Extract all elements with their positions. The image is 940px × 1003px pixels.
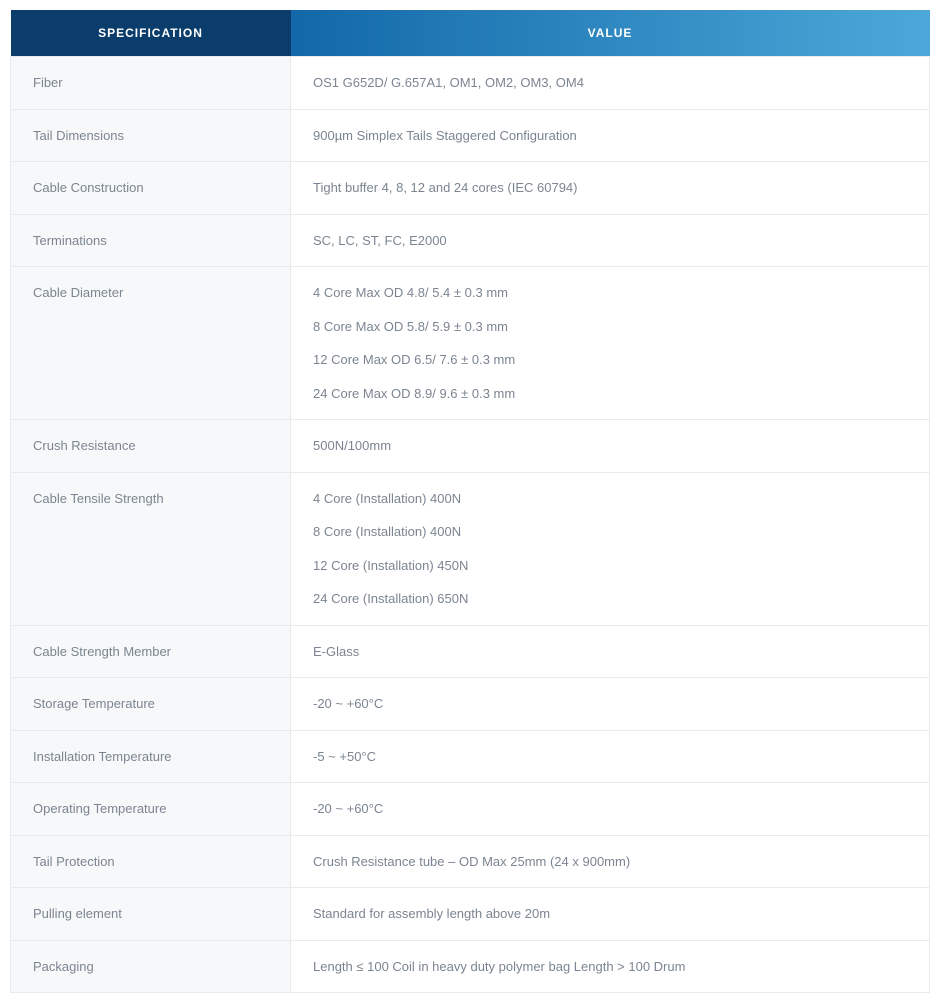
table-row: Cable Tensile Strength4 Core (Installati… (11, 472, 930, 625)
header-value: VALUE (291, 10, 930, 57)
table-row: Cable Diameter4 Core Max OD 4.8/ 5.4 ± 0… (11, 267, 930, 420)
table-row: Fiber OS1 G652D/ G.657A1, OM1, OM2, OM3, … (11, 57, 930, 110)
value-cell: -20 ~ +60°C (291, 783, 930, 836)
table-body: Fiber OS1 G652D/ G.657A1, OM1, OM2, OM3, … (11, 57, 930, 993)
table-row: Installation Temperature -5 ~ +50°C (11, 730, 930, 783)
value-cell: Length ≤ 100 Coil in heavy duty polymer … (291, 940, 930, 993)
table-row: Terminations SC, LC, ST, FC, E2000 (11, 214, 930, 267)
value-line: 24 Core Max OD 8.9/ 9.6 ± 0.3 mm (313, 384, 907, 404)
value-cell: 4 Core Max OD 4.8/ 5.4 ± 0.3 mm 8 Core Ma… (291, 267, 930, 420)
spec-cell: Terminations (11, 214, 291, 267)
value-line: Standard for assembly length above 20m (313, 904, 907, 924)
table-row: Tail Dimensions 900µm Simplex Tails Stagg… (11, 109, 930, 162)
value-line: 4 Core Max OD 4.8/ 5.4 ± 0.3 mm (313, 283, 907, 303)
value-line: 500N/100mm (313, 436, 907, 456)
table-row: Crush Resistance 500N/100mm (11, 420, 930, 473)
spec-cell: Packaging (11, 940, 291, 993)
value-line: 12 Core (Installation) 450N (313, 556, 907, 576)
value-line: 24 Core (Installation) 650N (313, 589, 907, 609)
value-line: Length ≤ 100 Coil in heavy duty polymer … (313, 957, 907, 977)
value-line: E-Glass (313, 642, 907, 662)
table-row: Cable Construction Tight buffer 4, 8, 12 … (11, 162, 930, 215)
value-line: 900µm Simplex Tails Staggered Configurat… (313, 126, 907, 146)
value-line: -20 ~ +60°C (313, 694, 907, 714)
table-row: Operating Temperature -20 ~ +60°C (11, 783, 930, 836)
spec-cell: Storage Temperature (11, 678, 291, 731)
table-row: Tail Protection Crush Resistance tube – O… (11, 835, 930, 888)
value-line: Crush Resistance tube – OD Max 25mm (24 … (313, 852, 907, 872)
spec-cell: Cable Tensile Strength (11, 472, 291, 625)
value-cell: Tight buffer 4, 8, 12 and 24 cores (IEC … (291, 162, 930, 215)
value-cell: OS1 G652D/ G.657A1, OM1, OM2, OM3, OM4 (291, 57, 930, 110)
table-row: Storage Temperature -20 ~ +60°C (11, 678, 930, 731)
spec-cell: Crush Resistance (11, 420, 291, 473)
value-cell: 4 Core (Installation) 400N 8 Core (Instal… (291, 472, 930, 625)
value-line: 8 Core Max OD 5.8/ 5.9 ± 0.3 mm (313, 317, 907, 337)
spec-cell: Tail Dimensions (11, 109, 291, 162)
specification-table: SPECIFICATION VALUE Fiber OS1 G652D/ G.65… (10, 10, 930, 993)
value-line: -20 ~ +60°C (313, 799, 907, 819)
value-line: 4 Core (Installation) 400N (313, 489, 907, 509)
value-cell: SC, LC, ST, FC, E2000 (291, 214, 930, 267)
value-line: 12 Core Max OD 6.5/ 7.6 ± 0.3 mm (313, 350, 907, 370)
value-cell: Crush Resistance tube – OD Max 25mm (24 … (291, 835, 930, 888)
spec-cell: Cable Construction (11, 162, 291, 215)
header-row: SPECIFICATION VALUE (11, 10, 930, 57)
spec-cell: Fiber (11, 57, 291, 110)
spec-cell: Operating Temperature (11, 783, 291, 836)
value-line: -5 ~ +50°C (313, 747, 907, 767)
value-line: 8 Core (Installation) 400N (313, 522, 907, 542)
value-line: OS1 G652D/ G.657A1, OM1, OM2, OM3, OM4 (313, 73, 907, 93)
table-row: Packaging Length ≤ 100 Coil in heavy duty… (11, 940, 930, 993)
value-cell: -20 ~ +60°C (291, 678, 930, 731)
table-row: Pulling element Standard for assembly len… (11, 888, 930, 941)
value-cell: -5 ~ +50°C (291, 730, 930, 783)
value-line: SC, LC, ST, FC, E2000 (313, 231, 907, 251)
spec-cell: Cable Strength Member (11, 625, 291, 678)
value-cell: 500N/100mm (291, 420, 930, 473)
spec-cell: Tail Protection (11, 835, 291, 888)
spec-cell: Pulling element (11, 888, 291, 941)
value-cell: E-Glass (291, 625, 930, 678)
value-cell: 900µm Simplex Tails Staggered Configurat… (291, 109, 930, 162)
value-cell: Standard for assembly length above 20m (291, 888, 930, 941)
table-row: Cable Strength Member E-Glass (11, 625, 930, 678)
header-specification: SPECIFICATION (11, 10, 291, 57)
value-line: Tight buffer 4, 8, 12 and 24 cores (IEC … (313, 178, 907, 198)
spec-cell: Installation Temperature (11, 730, 291, 783)
spec-cell: Cable Diameter (11, 267, 291, 420)
